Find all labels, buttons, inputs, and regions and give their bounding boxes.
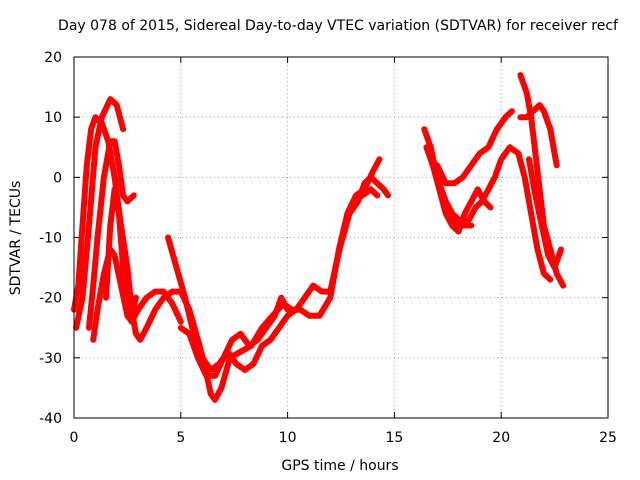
y-tick-label: 10 <box>44 110 62 126</box>
series-arc-7 <box>177 294 291 379</box>
series-arc-2 <box>73 96 127 331</box>
x-axis-label: GPS time / hours <box>281 458 398 474</box>
x-tick-label: 15 <box>385 430 403 446</box>
x-tick-label: 10 <box>279 430 297 446</box>
x-tick-label: 0 <box>70 430 79 446</box>
series-arc-3 <box>86 138 137 331</box>
plot-frame <box>73 56 609 419</box>
y-tick-label: -20 <box>39 291 62 307</box>
series-arc-15 <box>526 156 564 271</box>
y-tick-label: 20 <box>44 50 62 66</box>
y-tick-label: 0 <box>53 170 62 186</box>
y-tick-label: -10 <box>39 231 62 247</box>
x-tick-label: 5 <box>176 430 185 446</box>
y-tick-label: -40 <box>39 411 62 427</box>
data-series <box>71 72 567 403</box>
axis-ticks: 0 5 10 15 20 25 -40 -30 -20 -10 0 10 20 <box>39 50 617 446</box>
series-arc-8 <box>338 174 391 247</box>
series-arc-5 <box>103 186 139 319</box>
x-tick-label: 20 <box>492 430 510 446</box>
x-tick-label: 25 <box>599 430 617 446</box>
series-arc-14 <box>517 102 560 169</box>
series-arc-11 <box>429 156 475 229</box>
chart-title: Day 078 of 2015, Sidereal Day-to-day VTE… <box>58 18 619 34</box>
y-axis-label: SDTVAR / TECUs <box>8 181 24 296</box>
grid-lines <box>74 57 608 418</box>
y-tick-label: -30 <box>39 351 62 367</box>
series-arc-12 <box>434 108 515 187</box>
